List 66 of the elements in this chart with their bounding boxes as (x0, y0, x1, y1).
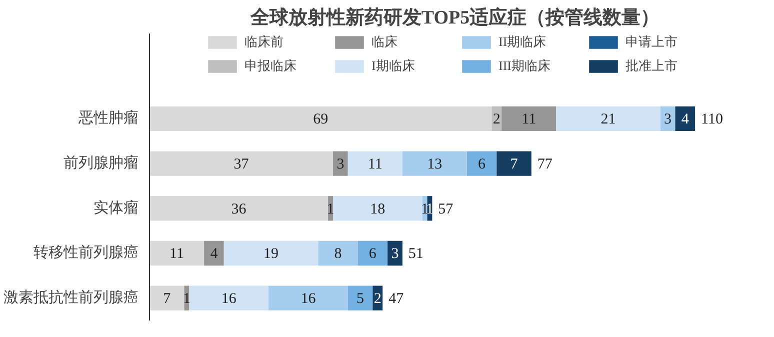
data-label: 2 (492, 112, 500, 128)
legend-label: 临床 (372, 33, 398, 51)
legend-label: 申报临床 (244, 57, 298, 75)
y-tick-label: 恶性肿瘤 (78, 110, 138, 127)
legend-label: 申请上市 (626, 33, 678, 51)
legend-label: 批准上市 (626, 57, 678, 75)
bar (466, 151, 497, 176)
data-label: 11 (170, 246, 184, 262)
data-label: 19 (264, 246, 279, 262)
data-label: 7 (510, 156, 518, 173)
bar (189, 286, 269, 310)
bar (556, 106, 660, 132)
bar (333, 196, 422, 221)
y-tick-label: 转移性前列腺癌 (34, 244, 138, 262)
data-label: 3 (391, 246, 399, 262)
data-label: 36 (231, 201, 247, 218)
legend-label: III期临床 (498, 57, 552, 75)
bar (496, 151, 532, 176)
bar (150, 286, 184, 310)
legend-label: II期临床 (498, 33, 548, 51)
data-label: 7 (163, 291, 172, 308)
data-label: 37 (234, 156, 250, 173)
data-label: 4 (681, 112, 690, 128)
y-tick-label: 前列腺肿瘤 (64, 154, 138, 172)
bar (150, 196, 328, 221)
total-label: 110 (701, 112, 723, 128)
chart-title: 全球放射性新药研发TOP5适应症（按管线数量） (249, 6, 660, 28)
total-label: 47 (388, 291, 404, 308)
legend-label: 临床前 (244, 33, 284, 51)
bar (204, 240, 224, 266)
data-label: 69 (313, 112, 328, 128)
data-label: 8 (334, 246, 342, 262)
data-label: 4 (210, 246, 218, 262)
bar (318, 240, 358, 266)
bar (348, 286, 373, 310)
bar (268, 286, 348, 310)
y-tick-label: 激素抵抗性前列腺癌 (4, 289, 138, 306)
data-label: 18 (370, 201, 386, 218)
data-label: 6 (478, 156, 486, 173)
bar (224, 240, 318, 266)
total-label: 51 (408, 246, 424, 262)
bar (150, 151, 333, 176)
bar (502, 106, 556, 132)
bar (150, 106, 492, 132)
data-label: 11 (368, 156, 382, 173)
data-label: 16 (300, 291, 316, 308)
bar (675, 106, 696, 132)
total-label: 77 (537, 156, 553, 173)
bar (150, 240, 204, 266)
data-label: 3 (664, 112, 672, 128)
y-tick-label: 实体瘤 (94, 199, 138, 216)
data-label: 6 (368, 246, 377, 262)
data-label: 13 (427, 156, 442, 173)
bar (348, 151, 402, 176)
bar (358, 240, 388, 266)
data-label: 3 (336, 156, 344, 173)
legend-label: I期临床 (372, 57, 416, 75)
bar (402, 151, 467, 176)
total-label: 57 (438, 201, 454, 218)
bar (388, 240, 402, 266)
data-label: 21 (600, 112, 616, 128)
data-label: 2 (374, 291, 382, 308)
data-label: 5 (356, 291, 364, 308)
data-label: 16 (221, 291, 237, 308)
data-label: 11 (522, 112, 536, 128)
bar (333, 151, 348, 176)
